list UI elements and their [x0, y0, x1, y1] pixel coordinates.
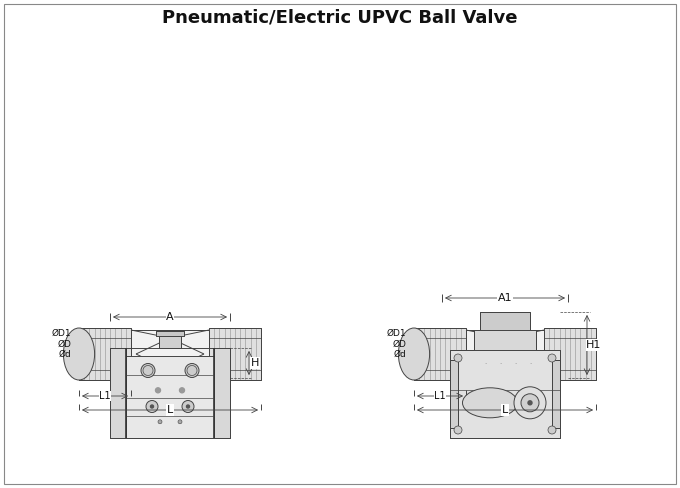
Bar	[122, 356, 218, 438]
Text: H: H	[251, 358, 259, 368]
Text: A1: A1	[498, 293, 512, 303]
Bar	[474, 330, 536, 350]
Ellipse shape	[462, 388, 517, 418]
Text: Pneumatic/Electric UPVC Ball Valve: Pneumatic/Electric UPVC Ball Valve	[163, 9, 517, 27]
Bar	[414, 328, 466, 380]
Text: Ød: Ød	[393, 350, 406, 359]
Text: ØD1: ØD1	[386, 329, 406, 338]
Circle shape	[528, 401, 532, 405]
Bar	[480, 312, 530, 330]
Bar	[450, 360, 458, 428]
Bar	[110, 348, 126, 438]
Bar	[495, 405, 515, 413]
Bar	[414, 338, 466, 370]
Bar	[156, 331, 184, 336]
Bar	[214, 348, 230, 438]
Text: .: .	[514, 359, 516, 365]
Bar	[147, 423, 193, 438]
Circle shape	[454, 426, 462, 434]
Circle shape	[180, 388, 184, 393]
Bar	[79, 338, 131, 370]
Text: H1: H1	[586, 340, 602, 350]
Text: Ød: Ød	[58, 350, 71, 359]
Ellipse shape	[63, 328, 95, 380]
Bar	[209, 338, 261, 370]
Bar	[161, 378, 179, 413]
Bar	[544, 338, 596, 370]
Circle shape	[186, 405, 190, 408]
Circle shape	[141, 364, 155, 378]
Bar	[149, 413, 191, 423]
Bar	[131, 330, 209, 378]
Circle shape	[185, 364, 199, 378]
Circle shape	[178, 420, 182, 424]
Bar	[552, 360, 560, 428]
Text: ØD: ØD	[57, 340, 71, 349]
Text: L: L	[167, 405, 173, 415]
Bar	[209, 328, 261, 380]
Circle shape	[156, 388, 160, 393]
Bar	[544, 328, 596, 380]
Text: L: L	[502, 405, 508, 415]
Bar	[160, 405, 180, 413]
Text: .: .	[484, 359, 486, 365]
Circle shape	[548, 354, 556, 362]
Text: ØD: ØD	[392, 340, 406, 349]
Text: ØD1: ØD1	[52, 329, 71, 338]
Bar	[110, 348, 230, 438]
Bar	[476, 413, 484, 419]
Bar	[191, 413, 199, 419]
Circle shape	[454, 354, 462, 362]
Text: L1: L1	[99, 391, 111, 401]
Text: A: A	[166, 312, 174, 322]
Circle shape	[514, 387, 546, 419]
Bar	[159, 336, 181, 348]
Bar	[482, 423, 528, 438]
Bar	[79, 328, 131, 380]
Text: .: .	[529, 359, 531, 365]
Text: L1: L1	[435, 391, 446, 401]
Circle shape	[521, 394, 539, 412]
Bar	[141, 413, 149, 419]
Bar	[466, 330, 544, 378]
Bar	[496, 378, 514, 413]
Circle shape	[158, 420, 162, 424]
Circle shape	[548, 426, 556, 434]
Circle shape	[146, 401, 158, 412]
Circle shape	[150, 405, 154, 408]
Ellipse shape	[398, 328, 430, 380]
Circle shape	[182, 401, 194, 412]
Bar	[484, 413, 526, 423]
Bar	[526, 413, 534, 419]
Bar	[450, 350, 560, 438]
Text: .: .	[499, 359, 501, 365]
